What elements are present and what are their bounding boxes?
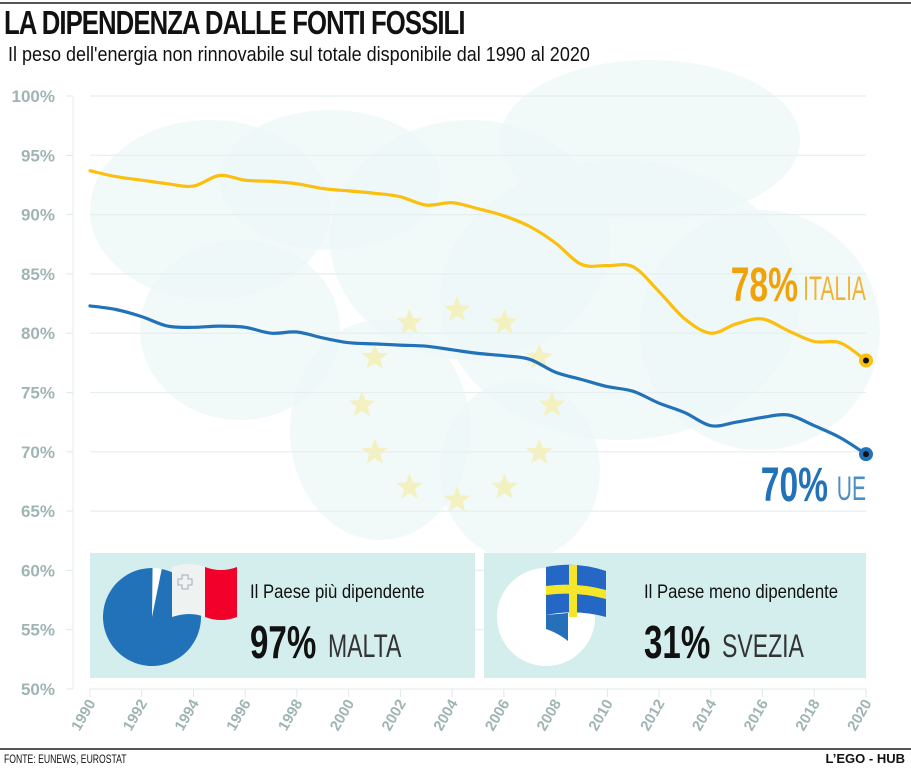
top-rule (0, 2, 911, 4)
y-tick-label: 70% (21, 443, 55, 462)
eu-star-icon (538, 391, 566, 417)
end-label-value: 70% (761, 457, 828, 511)
y-tick-label: 90% (21, 206, 55, 225)
map-shape (440, 380, 600, 560)
eu-star-icon (443, 296, 471, 322)
eu-star-icon (491, 473, 518, 499)
x-tick-label: 2012 (637, 697, 668, 734)
sweden-flag-icon (546, 564, 606, 641)
x-tick-label: 2004 (430, 696, 462, 734)
y-tick-label: 50% (21, 680, 55, 699)
map-shape (290, 320, 470, 540)
series-line-italia (88, 169, 868, 363)
y-tick-label: 85% (21, 265, 55, 284)
card-label: Il Paese meno dipendente (644, 581, 838, 602)
y-tick-label: 60% (21, 561, 55, 580)
eu-star-icon (348, 391, 376, 417)
map-shape (640, 210, 880, 450)
george-cross-icon (177, 574, 193, 590)
x-tick-label: 1992 (120, 697, 151, 734)
x-tick-label: 2018 (792, 697, 823, 734)
x-tick-label: 2006 (482, 697, 513, 734)
x-tick-label: 2002 (378, 697, 409, 734)
x-tick-label: 2000 (327, 697, 358, 734)
card-value: 97% (250, 618, 316, 668)
map-shape (140, 240, 340, 420)
end-marker-dot (863, 357, 869, 364)
y-tick-label: 65% (21, 502, 55, 521)
source-note: FONTE: EUNEWS, EUROSTAT (4, 752, 127, 766)
x-tick-label: 1998 (275, 697, 306, 734)
annotation-card: Il Paese meno dipendente 31% SVEZIA (484, 553, 866, 678)
x-tick-label: 2010 (585, 697, 616, 734)
y-tick-label: 100% (12, 87, 55, 106)
card-country: MALTA (328, 628, 402, 664)
flag-pole-shadow (546, 613, 568, 641)
brand-logo: L’EGO - HUB (825, 751, 905, 766)
x-tick-label: 2016 (741, 697, 772, 734)
card-label: Il Paese più dipendente (250, 581, 425, 602)
x-tick-label: 2008 (534, 697, 565, 734)
eu-star-icon (361, 438, 388, 464)
bottom-rule (0, 748, 911, 750)
x-tick-label: 1990 (68, 697, 99, 734)
series-line-ue (88, 304, 868, 456)
map-shape (500, 60, 800, 220)
annotation-card: Il Paese più dipendente 97% MALTA (90, 553, 475, 678)
flag-cross-horizontal (546, 584, 606, 599)
end-label-name: UE (837, 469, 866, 507)
end-marker-dot (863, 451, 869, 458)
card-value: 31% (644, 618, 710, 668)
eu-star-icon (396, 473, 423, 499)
end-label-value: 78% (731, 257, 798, 311)
series-lines (88, 169, 873, 462)
y-axis: 100% 95% 90% 85% 80% 75% 70% 65% 60% 55% 50% (12, 87, 55, 699)
flag-red-half (205, 567, 237, 620)
eu-star-icon (396, 308, 423, 335)
y-tick-label: 80% (21, 324, 55, 343)
europe-map-background (90, 60, 880, 560)
eu-star-icon (361, 343, 388, 369)
x-axis: 1990 1992 1994 1996 1998 2000 2002 2004 2006 2008… (68, 689, 875, 734)
eu-star-icon (526, 343, 553, 369)
malta-flag-icon (172, 564, 237, 620)
y-tick-label: 95% (21, 146, 55, 165)
x-tick-label: 2020 (844, 697, 875, 734)
x-tick-label: 1994 (172, 696, 204, 734)
end-label-name: ITALIA (803, 269, 866, 307)
flag-white-half (172, 564, 205, 617)
eu-stars (348, 296, 566, 512)
y-tick-label: 75% (21, 384, 55, 403)
eu-star-icon (443, 486, 471, 512)
chart-title: LA DIPENDENZA DALLE FONTI FOSSILI (4, 4, 465, 41)
eu-star-icon (526, 438, 553, 464)
y-tick-label: 55% (21, 621, 55, 640)
card-country: SVEZIA (722, 628, 804, 664)
chart-subtitle: Il peso dell'energia non rinnovabile sul… (8, 44, 590, 66)
x-tick-label: 2014 (689, 696, 721, 734)
x-tick-label: 1996 (223, 697, 254, 734)
eu-star-icon (491, 308, 518, 335)
